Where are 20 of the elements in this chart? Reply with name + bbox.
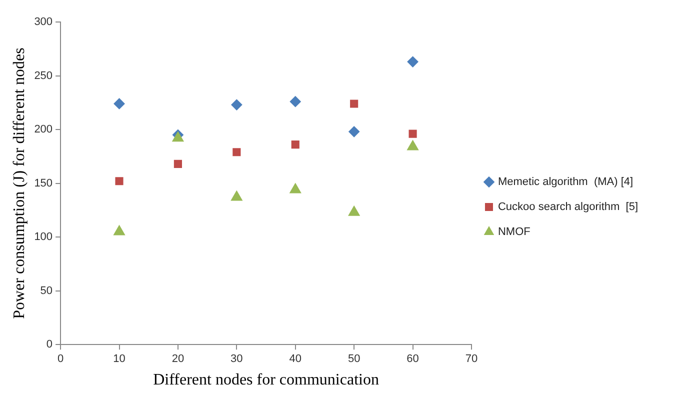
- x-tick-label: 60: [406, 353, 419, 366]
- y-tick-label: 50: [40, 284, 53, 297]
- legend-label: Cuckoo search algorithm [5]: [498, 201, 638, 214]
- x-tick-label: 50: [348, 353, 360, 366]
- y-tick-label: 0: [46, 338, 53, 351]
- y-tick-label: 100: [34, 231, 53, 244]
- legend-label: NMOF: [498, 226, 531, 238]
- y-tick-label: 250: [34, 70, 53, 82]
- x-tick-label: 20: [172, 353, 184, 366]
- x-tick-label: 70: [465, 353, 478, 366]
- x-axis-title: Different nodes for communication: [153, 372, 379, 389]
- x-tick-label: 40: [289, 353, 302, 366]
- y-tick-label: 200: [34, 124, 53, 136]
- y-tick-label: 300: [34, 16, 53, 28]
- legend-label: Memetic algorithm (MA) [4]: [498, 176, 634, 188]
- x-tick-label: 0: [57, 353, 64, 366]
- x-tick-label: 10: [113, 353, 126, 366]
- x-tick-label: 30: [230, 353, 243, 366]
- y-axis-title: Power consumption (J) for different nodes: [10, 48, 28, 319]
- y-tick-label: 150: [34, 177, 53, 190]
